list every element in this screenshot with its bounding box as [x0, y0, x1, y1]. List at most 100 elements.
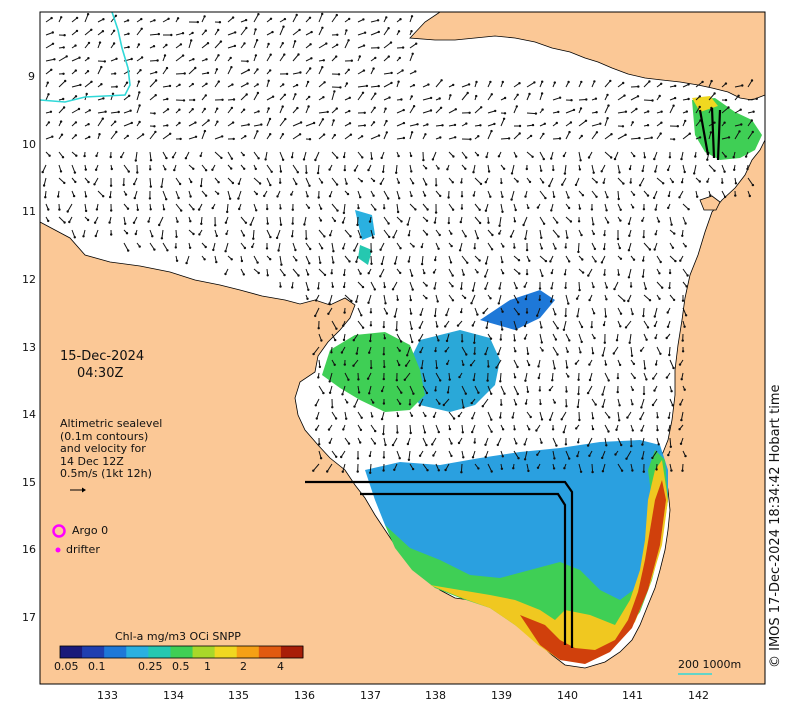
velocity-arrow — [422, 385, 428, 394]
velocity-arrow — [500, 320, 503, 330]
velocity-arrow-head — [126, 134, 129, 138]
velocity-arrow-head — [569, 121, 573, 124]
velocity-arrow-head — [328, 441, 331, 444]
velocity-arrow-head — [556, 353, 559, 356]
velocity-arrow-head — [411, 288, 414, 291]
velocity-arrow-head — [182, 99, 186, 102]
velocity-arrow-head — [615, 339, 619, 342]
velocity-arrow-head — [336, 156, 339, 159]
velocity-arrow-head — [114, 14, 118, 17]
velocity-arrow-head — [140, 17, 143, 21]
velocity-arrow-head — [516, 93, 519, 97]
velocity-arrow — [329, 294, 333, 304]
velocity-arrow-head — [368, 220, 372, 223]
velocity-arrow — [318, 43, 327, 49]
velocity-arrow — [474, 385, 479, 393]
velocity-arrow-head — [389, 41, 393, 44]
velocity-arrow-head — [578, 418, 581, 422]
velocity-arrow-head — [423, 379, 427, 382]
velocity-arrow-head — [334, 417, 338, 420]
velocity-arrow — [71, 229, 76, 238]
velocity-arrow-head — [318, 443, 321, 446]
velocity-arrow-head — [203, 129, 207, 133]
velocity-arrow-head — [412, 105, 416, 108]
velocity-arrow-head — [437, 247, 440, 250]
velocity-arrow-head — [605, 444, 608, 447]
velocity-arrow-head — [309, 67, 312, 70]
velocity-arrow-head — [516, 180, 519, 183]
velocity-arrow-head — [341, 470, 344, 473]
velocity-arrow-head — [668, 156, 672, 159]
velocity-arrow — [421, 255, 424, 265]
velocity-arrow-head — [299, 121, 303, 124]
velocity-arrow-head — [86, 218, 90, 222]
velocity-arrow-head — [608, 416, 611, 419]
velocity-arrow-head — [667, 453, 670, 457]
velocity-arrow-head — [499, 338, 502, 341]
velocity-arrow-head — [393, 262, 397, 265]
velocity-arrow-head — [204, 94, 207, 97]
velocity-arrow-head — [350, 59, 353, 62]
velocity-arrow-head — [63, 34, 66, 37]
velocity-arrow-head — [196, 20, 199, 24]
velocity-arrow-head — [307, 288, 310, 291]
velocity-arrow-head — [308, 16, 312, 19]
velocity-arrow-head — [255, 192, 258, 196]
colorbar-segment — [214, 646, 238, 658]
velocity-arrow-head — [329, 234, 332, 237]
velocity-arrow-head — [189, 195, 192, 198]
velocity-arrow — [513, 307, 520, 315]
velocity-arrow-head — [657, 443, 660, 446]
velocity-arrow-head — [360, 314, 363, 317]
velocity-arrow-head — [513, 339, 516, 342]
velocity-arrow-head — [698, 180, 701, 183]
velocity-arrow-head — [154, 79, 158, 82]
velocity-arrow-head — [550, 271, 553, 275]
velocity-arrow-head — [136, 171, 139, 174]
velocity-arrow-head — [279, 285, 282, 288]
velocity-arrow-head — [318, 365, 322, 369]
velocity-arrow-head — [306, 80, 310, 84]
velocity-arrow-head — [437, 167, 440, 170]
velocity-arrow-head — [149, 159, 153, 162]
velocity-arrow-head — [485, 326, 488, 329]
velocity-arrow-head — [577, 250, 580, 254]
velocity-arrow-head — [541, 80, 544, 83]
velocity-arrow-head — [462, 406, 465, 409]
velocity-arrow-head — [555, 121, 558, 125]
velocity-arrow-head — [331, 285, 334, 288]
velocity-arrow — [474, 203, 481, 211]
velocity-arrow — [58, 216, 65, 223]
velocity-arrow — [149, 60, 158, 62]
velocity-arrow-head — [160, 237, 164, 240]
velocity-arrow-head — [221, 98, 224, 102]
velocity-arrow-head — [601, 354, 604, 357]
velocity-arrow — [214, 151, 222, 159]
velocity-arrow-head — [59, 170, 63, 173]
velocity-arrow-head — [552, 467, 556, 470]
velocity-arrow-head — [679, 259, 682, 262]
velocity-arrow — [653, 190, 658, 199]
velocity-arrow — [240, 27, 247, 36]
velocity-arrow-head — [678, 363, 682, 366]
velocity-arrow-head — [162, 208, 166, 211]
velocity-arrow-head — [349, 133, 353, 136]
velocity-arrow — [394, 307, 398, 317]
velocity-arrow-head — [62, 106, 66, 109]
velocity-arrow-head — [199, 154, 202, 158]
velocity-arrow — [630, 95, 639, 101]
velocity-arrow-head — [336, 209, 339, 212]
velocity-arrow-head — [667, 194, 671, 198]
velocity-arrow-head — [358, 55, 361, 58]
velocity-arrow-head — [588, 363, 591, 366]
velocity-arrow-head — [618, 246, 621, 250]
velocity-arrow-head — [73, 171, 77, 174]
velocity-arrow-head — [246, 82, 249, 85]
velocity-arrow-head — [269, 69, 272, 72]
velocity-arrow-head — [383, 207, 386, 210]
velocity-arrow-head — [610, 133, 613, 136]
velocity-arrow-head — [721, 181, 724, 184]
velocity-arrow-head — [410, 194, 413, 198]
velocity-arrow — [448, 108, 457, 114]
velocity-arrow-head — [651, 456, 654, 460]
